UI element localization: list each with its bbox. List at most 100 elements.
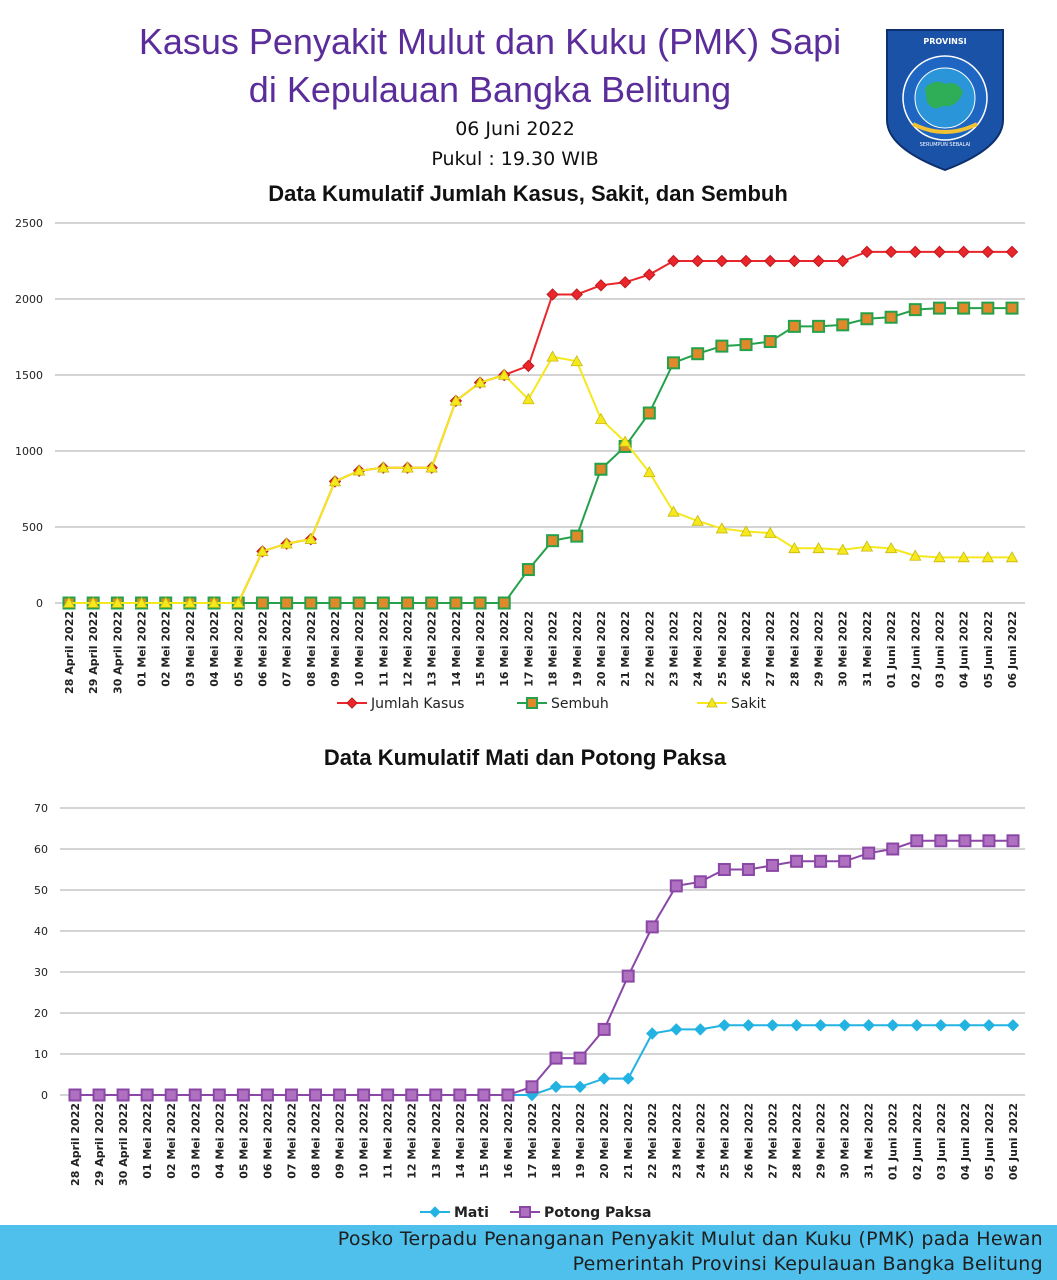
data-point (812, 319, 826, 333)
data-point (473, 596, 487, 610)
data-point (377, 461, 390, 473)
data-point (838, 1019, 851, 1032)
x-tick-label: 15 Mei 2022 (474, 611, 487, 687)
data-point (694, 1023, 707, 1036)
data-point (715, 339, 729, 353)
data-point (691, 514, 704, 526)
data-point (836, 254, 849, 268)
data-point (546, 288, 559, 301)
data-point (982, 1019, 996, 1032)
x-tick-label: 19 Mei 2022 (574, 1103, 587, 1179)
data-point (256, 544, 269, 557)
page-title-line-1: Kasus Penyakit Mulut dan Kuku (PMK) Sapi (138, 21, 842, 62)
data-point (838, 854, 852, 868)
data-point (957, 301, 971, 315)
data-point (621, 969, 635, 983)
x-tick-label: 30 April 2022 (111, 611, 124, 694)
data-point (522, 392, 535, 405)
x-tick-label: 14 Mei 2022 (450, 611, 463, 687)
x-tick-label: 29 Mei 2022 (815, 1103, 828, 1179)
series-line (69, 355, 1012, 604)
y-tick-label: 2500 (15, 217, 43, 230)
data-point (934, 1019, 948, 1032)
data-point (1006, 1019, 1020, 1032)
x-tick-label: 10 Mei 2022 (353, 611, 366, 687)
data-point (284, 1088, 298, 1102)
x-tick-label: 01 Mei 2022 (141, 1103, 154, 1179)
data-point (260, 1088, 274, 1102)
data-point (212, 1088, 226, 1102)
data-point (352, 596, 366, 610)
footer-line-2: Pemerintah Provinsi Kepulauan Bangka Bel… (572, 1253, 1043, 1275)
x-tick-label: 20 Mei 2022 (598, 1103, 611, 1179)
report-time: Pukul : 19.30 WIB (431, 148, 599, 170)
data-point (934, 834, 948, 848)
x-tick-label: 29 April 2022 (87, 611, 100, 694)
data-point (328, 475, 342, 487)
data-point (1006, 834, 1020, 848)
data-point (667, 254, 680, 268)
data-point (473, 376, 487, 388)
data-point (570, 354, 583, 367)
x-tick-label: 30 Mei 2022 (837, 611, 850, 687)
data-point (884, 310, 898, 324)
series-line (69, 307, 1012, 604)
data-point (280, 596, 294, 610)
y-tick-label: 70 (34, 802, 48, 815)
data-point (376, 596, 390, 610)
data-point (188, 1088, 202, 1102)
data-point (884, 245, 898, 259)
x-tick-label: 26 Mei 2022 (740, 611, 753, 687)
data-point (498, 368, 511, 380)
data-point (449, 394, 463, 406)
data-point (764, 526, 777, 538)
data-point (908, 303, 922, 317)
x-tick-label: 03 Juni 2022 (935, 1103, 948, 1180)
x-tick-label: 06 Mei 2022 (256, 611, 269, 687)
data-point (164, 1088, 178, 1102)
data-point (111, 596, 124, 608)
data-point (135, 596, 148, 608)
x-tick-label: 23 Mei 2022 (670, 1103, 683, 1179)
x-tick-label: 24 Mei 2022 (692, 611, 705, 687)
data-point (766, 1019, 779, 1032)
data-point (739, 525, 753, 537)
data-point (981, 301, 995, 315)
x-tick-label: 17 Mei 2022 (526, 1103, 539, 1179)
data-point (788, 254, 801, 268)
data-point (521, 563, 535, 577)
x-tick-label: 13 Mei 2022 (426, 611, 439, 687)
data-point (497, 596, 511, 610)
x-tick-label: 18 Mei 2022 (547, 611, 560, 687)
x-tick-label: 28 Mei 2022 (791, 1103, 804, 1179)
data-point (328, 596, 342, 610)
y-tick-label: 30 (34, 966, 48, 979)
x-tick-label: 02 Mei 2022 (165, 1103, 178, 1179)
data-point (741, 863, 755, 876)
y-tick-label: 10 (34, 1048, 48, 1061)
data-point (790, 1019, 803, 1032)
data-point (717, 863, 731, 876)
x-tick-label: 31 Mei 2022 (861, 611, 874, 687)
x-tick-label: 10 Mei 2022 (358, 1103, 371, 1179)
data-point (957, 551, 970, 563)
data-point (932, 301, 946, 315)
data-point (597, 1072, 611, 1085)
legend-label: Mati (454, 1205, 489, 1221)
legend-marker (526, 697, 538, 709)
footer-bar: Posko Terpadu Penanganan Penyakit Mulut … (0, 1225, 1057, 1280)
data-point (549, 1080, 563, 1094)
data-point (909, 549, 922, 561)
data-point (646, 1027, 659, 1040)
x-tick-label: 07 Mei 2022 (281, 611, 294, 687)
data-point (1005, 301, 1019, 315)
x-tick-label: 03 Juni 2022 (933, 611, 946, 688)
y-tick-label: 40 (34, 925, 48, 938)
x-tick-label: 21 Mei 2022 (619, 611, 632, 687)
data-point (715, 522, 729, 534)
x-tick-label: 09 Mei 2022 (334, 1103, 347, 1179)
data-point (981, 245, 995, 259)
data-point (405, 1088, 419, 1102)
data-point (594, 412, 608, 424)
y-tick-label: 0 (41, 1089, 48, 1102)
